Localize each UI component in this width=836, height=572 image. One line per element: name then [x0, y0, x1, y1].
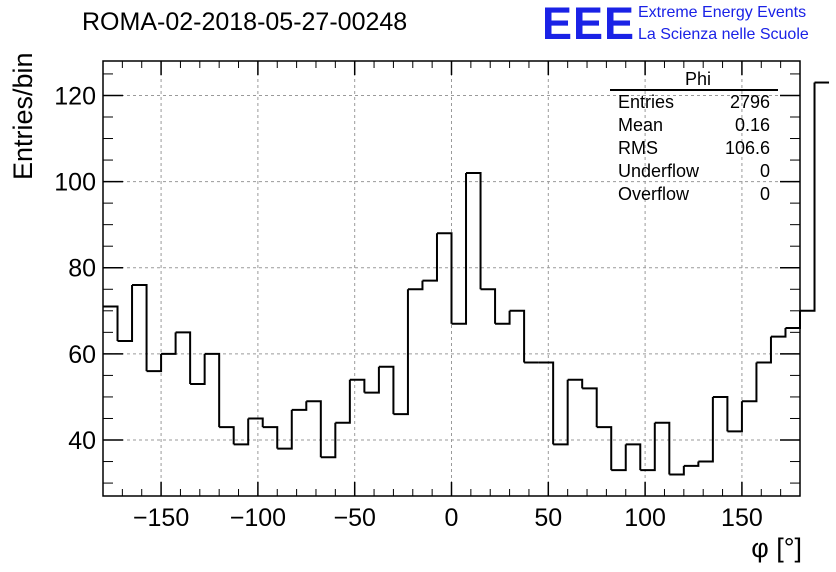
x-tick-label: 0	[445, 504, 459, 532]
tick-labels: −150 −100 −50 0 50 100 150 40 60 80 100 120	[54, 82, 762, 532]
stats-label: Underflow	[618, 161, 700, 181]
stats-value: 0	[759, 161, 770, 181]
y-tick-label: 100	[54, 169, 96, 197]
histogram-bin	[393, 289, 409, 416]
x-axis-label: φ [°]	[751, 533, 802, 563]
histogram-bin	[407, 280, 424, 291]
eee-logo: EEE	[542, 0, 636, 49]
stats-divider	[610, 89, 778, 91]
histogram-bin	[567, 378, 584, 389]
histogram-bin	[277, 409, 293, 450]
histogram-bin	[770, 328, 787, 338]
histogram-bin	[480, 288, 497, 324]
histogram-bin	[495, 310, 511, 325]
stats-row-mean: Mean 0.16	[610, 114, 778, 137]
histogram-bin	[785, 310, 801, 330]
histogram-bin	[219, 426, 235, 445]
histogram-bin	[190, 353, 206, 386]
stats-row-entries: Entries 2796	[610, 91, 778, 114]
stats-row-underflow: Underflow 0	[610, 160, 778, 183]
histogram-bin	[538, 361, 555, 445]
histogram-bin	[146, 353, 163, 373]
histogram-bin	[378, 365, 395, 415]
stats-value: 2796	[729, 92, 770, 112]
histogram-bin	[509, 309, 526, 363]
x-tick-label: −100	[230, 504, 286, 532]
y-tick-label: 120	[54, 82, 96, 110]
stats-row-rms: RMS 106.6	[610, 137, 778, 160]
histogram-bin	[466, 171, 482, 290]
stats-title: Phi	[684, 69, 711, 89]
histogram-bin	[364, 366, 380, 394]
histogram-bin	[436, 232, 453, 324]
histogram-bin	[117, 284, 134, 342]
stats-value: 0.16	[734, 115, 770, 135]
histogram-bin	[611, 444, 627, 472]
x-tick-label: −150	[133, 504, 189, 532]
histogram-bin	[320, 422, 337, 459]
x-tick-label: 100	[624, 504, 666, 532]
histogram-bin	[669, 465, 685, 476]
stats-value: 0	[759, 184, 770, 204]
histogram-bin	[262, 426, 279, 449]
x-tick-label: 150	[721, 504, 763, 532]
x-tick-label: 50	[534, 504, 562, 532]
stats-value: 106.6	[724, 138, 770, 158]
histogram-bin	[161, 332, 177, 355]
histogram-bin	[335, 379, 351, 424]
logo-line-2: La Scienza nelle Scuole	[638, 26, 809, 43]
histogram-bin	[741, 362, 758, 403]
chart-title: ROMA-02-2018-05-27-00248	[82, 8, 408, 36]
y-axis-label: Entries/bin	[8, 52, 38, 180]
logo-line-1: Extreme Energy Events	[638, 4, 807, 21]
histogram-bin	[698, 396, 714, 463]
histogram-bin	[553, 379, 569, 446]
histogram-bin	[422, 233, 438, 282]
stats-label: Entries	[618, 92, 675, 112]
y-tick-label: 80	[68, 255, 96, 283]
stats-label: Mean	[618, 115, 664, 135]
histogram-bin	[204, 352, 221, 428]
histogram-bin	[132, 283, 148, 372]
histogram-series	[103, 81, 830, 476]
histogram-bin	[291, 401, 308, 411]
histogram-bin	[306, 400, 322, 458]
histogram-bin	[800, 82, 816, 312]
x-tick-label: −50	[333, 504, 375, 532]
histogram-bin	[756, 336, 772, 364]
histogram-bin	[712, 395, 729, 432]
stats-label: RMS	[618, 138, 658, 158]
histogram-bin	[349, 378, 366, 393]
histogram-bin	[727, 401, 743, 433]
stats-row-overflow: Overflow 0	[610, 183, 778, 206]
stats-label: Overflow	[618, 184, 690, 204]
histogram-bin	[683, 461, 700, 467]
histogram-bin	[233, 418, 250, 446]
histogram-bin	[582, 387, 598, 428]
histogram-bin	[451, 172, 468, 325]
histogram-bin	[625, 443, 642, 471]
y-tick-label: 60	[68, 341, 96, 369]
histogram-bin	[103, 305, 119, 341]
histogram-bin	[654, 421, 671, 475]
histogram-bin	[640, 422, 656, 472]
histogram-bin	[175, 331, 192, 385]
y-tick-label: 40	[68, 427, 96, 455]
stats-box: Phi Entries 2796 Mean 0.16 RMS 106.6 Und…	[610, 70, 778, 206]
histogram-bin	[248, 417, 264, 428]
histogram-bin	[596, 426, 613, 471]
tick-marks	[102, 61, 801, 496]
